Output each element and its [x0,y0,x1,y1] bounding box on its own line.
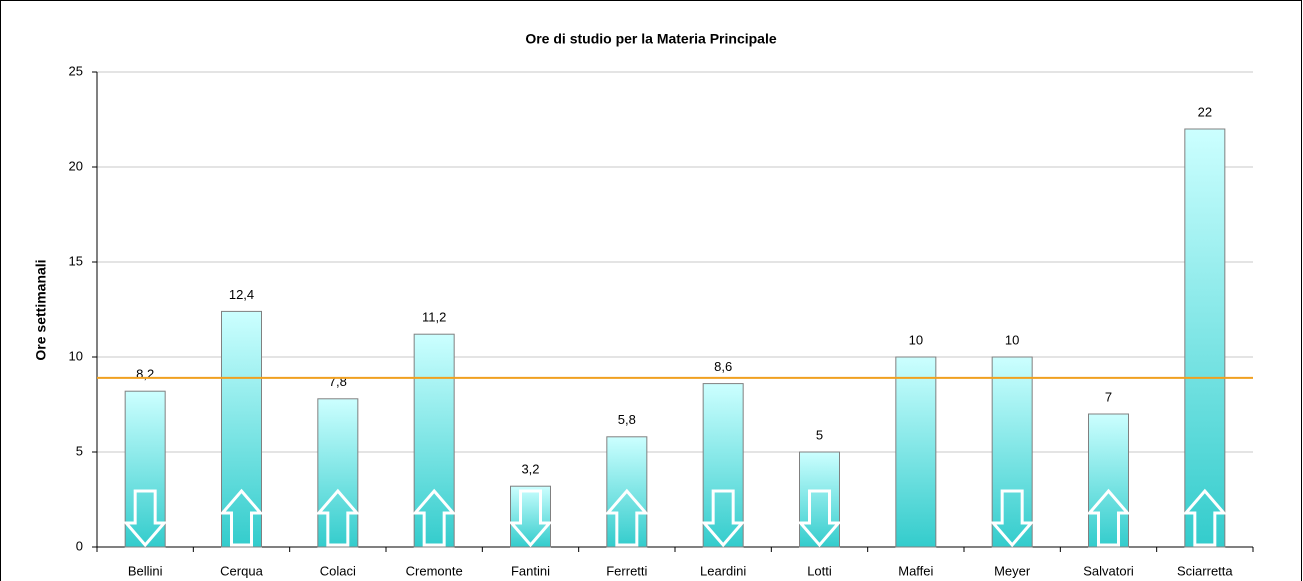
trend-arrow [315,488,361,547]
value-label: 3,2 [521,462,539,477]
value-label: 11,2 [422,310,446,325]
x-tick-label: Maffei [898,563,933,578]
y-tick-label: 25 [69,63,83,78]
trend-arrow [122,489,168,548]
bar [1184,128,1226,548]
value-label: 7 [1105,389,1112,404]
x-tick-label: Cerqua [220,563,263,578]
bar [895,356,937,548]
x-tick-label: Lotti [807,563,832,578]
bar [510,485,551,548]
trend-arrow [989,489,1035,548]
bar [317,398,359,548]
value-label: 8,6 [714,359,732,374]
trend-arrow [1182,488,1228,547]
x-tick-label: Cremonte [406,563,463,578]
y-axis-label: Ore settimanali [33,259,49,360]
x-tick-label: Fantini [511,563,550,578]
x-tick-label: Ferretti [606,563,647,578]
value-label: 5,8 [618,412,636,427]
x-tick-label: Meyer [994,563,1031,578]
bar [702,383,744,548]
x-tick-label: Bellini [128,563,163,578]
y-tick-label: 5 [76,443,83,458]
value-label: 5 [816,427,823,442]
value-label: 12,4 [229,287,254,302]
bar [799,451,840,548]
y-tick-label: 10 [69,348,83,363]
value-label: 22 [1198,104,1212,119]
trend-arrow [604,488,650,547]
value-label: 8,2 [136,367,154,382]
value-label: 10 [909,332,923,347]
x-tick-label: Sciarretta [1177,563,1233,578]
y-tick-label: 15 [69,253,83,268]
bar [1088,413,1129,548]
bar [991,356,1033,548]
trend-arrow [1086,488,1131,547]
value-label: 10 [1005,332,1019,347]
value-label: 7,8 [329,374,347,389]
y-tick-label: 20 [69,158,83,173]
x-tick-label: Leardini [700,563,746,578]
chart-title: Ore di studio per la Materia Principale [525,31,777,47]
bar [413,333,455,548]
trend-arrow [508,489,553,548]
trend-arrow [700,489,746,548]
x-tick-label: Colaci [320,563,356,578]
bar [124,390,166,548]
trend-arrow [797,489,842,548]
trend-arrow [219,488,264,547]
x-tick-label: Salvatori [1083,563,1134,578]
trend-arrow [411,488,457,547]
y-tick-label: 0 [76,538,83,553]
